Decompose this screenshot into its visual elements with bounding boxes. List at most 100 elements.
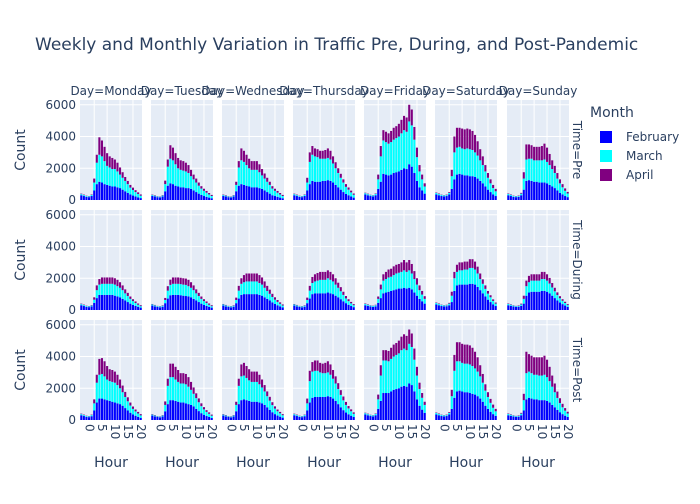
- bar-april-h5: [520, 193, 522, 194]
- bar-april-h16: [264, 385, 266, 391]
- bar-april-h23: [495, 189, 497, 191]
- bar-february-h8: [243, 399, 245, 420]
- bar-february-h12: [324, 181, 326, 200]
- bar-february-h10: [461, 175, 463, 200]
- facet-row-label: Time=During: [570, 219, 584, 300]
- bar-february-h3: [372, 197, 374, 200]
- bar-march-h9: [175, 284, 177, 295]
- bar-march-h9: [388, 144, 390, 176]
- bar-april-h7: [525, 352, 527, 373]
- bar-march-h0: [435, 303, 437, 304]
- bar-february-h18: [198, 411, 200, 420]
- bar-march-h3: [372, 416, 374, 417]
- bar-march-h14: [187, 286, 189, 296]
- x-tick-label: 5: [379, 424, 393, 432]
- bar-march-h18: [127, 184, 129, 193]
- bar-march-h14: [400, 272, 402, 289]
- bar-february-h17: [408, 383, 410, 420]
- bar-february-h23: [567, 417, 569, 420]
- bar-march-h20: [203, 409, 205, 414]
- bar-february-h19: [271, 302, 273, 310]
- bar-february-h16: [406, 289, 408, 310]
- bar-march-h7: [525, 286, 527, 296]
- bar-april-h20: [487, 392, 489, 397]
- bar-april-h19: [413, 127, 415, 140]
- bar-february-h6: [523, 190, 525, 200]
- bar-february-h3: [301, 417, 303, 420]
- bar-april-h10: [177, 158, 179, 168]
- bar-march-h14: [116, 385, 118, 403]
- bar-march-h0: [222, 195, 224, 196]
- bar-april-h6: [523, 394, 525, 400]
- bar-february-h18: [269, 300, 271, 310]
- bar-february-h9: [104, 295, 106, 310]
- bar-february-h5: [93, 410, 95, 420]
- bar-march-h4: [518, 306, 520, 307]
- bar-february-h1: [83, 196, 85, 200]
- bar-february-h6: [238, 186, 240, 200]
- bar-march-h14: [116, 171, 118, 187]
- bar-april-h7: [169, 145, 171, 158]
- bar-march-h21: [135, 411, 137, 415]
- bar-april-h7: [453, 272, 455, 278]
- bar-april-h6: [238, 379, 240, 386]
- bar-march-h5: [164, 184, 166, 191]
- bar-march-h14: [471, 366, 473, 394]
- bar-april-h19: [556, 292, 558, 295]
- bar-february-h7: [240, 400, 242, 420]
- bar-april-h22: [564, 188, 566, 190]
- bar-april-h8: [385, 272, 387, 279]
- bar-march-h14: [400, 133, 402, 170]
- bar-april-h7: [98, 279, 100, 285]
- bar-march-h9: [459, 147, 461, 174]
- bar-february-h11: [464, 175, 466, 200]
- bar-february-h17: [551, 296, 553, 310]
- bar-february-h11: [180, 187, 182, 200]
- bar-february-h4: [304, 307, 306, 310]
- x-tick-label: 5: [308, 424, 322, 432]
- bar-april-h13: [398, 124, 400, 137]
- bar-february-h18: [198, 194, 200, 200]
- bar-february-h11: [109, 295, 111, 310]
- legend-item-april[interactable]: April: [590, 165, 679, 184]
- bar-april-h20: [416, 148, 418, 158]
- bar-february-h15: [119, 297, 121, 310]
- bar-april-h16: [122, 386, 124, 393]
- legend-item-february[interactable]: February: [590, 127, 679, 146]
- bar-february-h22: [421, 410, 423, 420]
- bar-april-h18: [340, 287, 342, 291]
- bar-february-h7: [311, 294, 313, 310]
- bar-february-h15: [190, 405, 192, 420]
- bar-february-h4: [304, 416, 306, 420]
- bar-april-h17: [124, 392, 126, 397]
- bar-march-h22: [350, 303, 352, 306]
- bar-february-h16: [335, 296, 337, 310]
- bar-february-h14: [329, 397, 331, 420]
- bar-march-h22: [208, 194, 210, 197]
- bar-february-h11: [464, 285, 466, 310]
- bar-april-h13: [327, 270, 329, 278]
- x-axis-label: Hour: [307, 455, 341, 471]
- bar-march-h6: [523, 179, 525, 190]
- bar-february-h2: [369, 307, 371, 310]
- bar-april-h12: [538, 274, 540, 280]
- bar-february-h22: [137, 307, 139, 310]
- bar-april-h22: [137, 303, 139, 304]
- bar-february-h19: [342, 410, 344, 420]
- bar-april-h5: [235, 298, 237, 300]
- bar-march-h20: [132, 301, 134, 305]
- bar-march-h12: [111, 284, 113, 295]
- bar-february-h7: [98, 399, 100, 420]
- bar-march-h16: [335, 285, 337, 296]
- bar-february-h5: [520, 415, 522, 420]
- bar-april-h21: [206, 191, 208, 193]
- bar-april-h17: [337, 383, 339, 389]
- legend-item-march[interactable]: March: [590, 146, 679, 165]
- bar-march-h17: [266, 291, 268, 299]
- bar-february-h22: [421, 190, 423, 200]
- bar-march-h13: [256, 170, 258, 187]
- bar-march-h17: [408, 121, 410, 164]
- bar-february-h3: [88, 417, 90, 420]
- bar-march-h1: [367, 194, 369, 195]
- bar-march-h13: [114, 383, 116, 403]
